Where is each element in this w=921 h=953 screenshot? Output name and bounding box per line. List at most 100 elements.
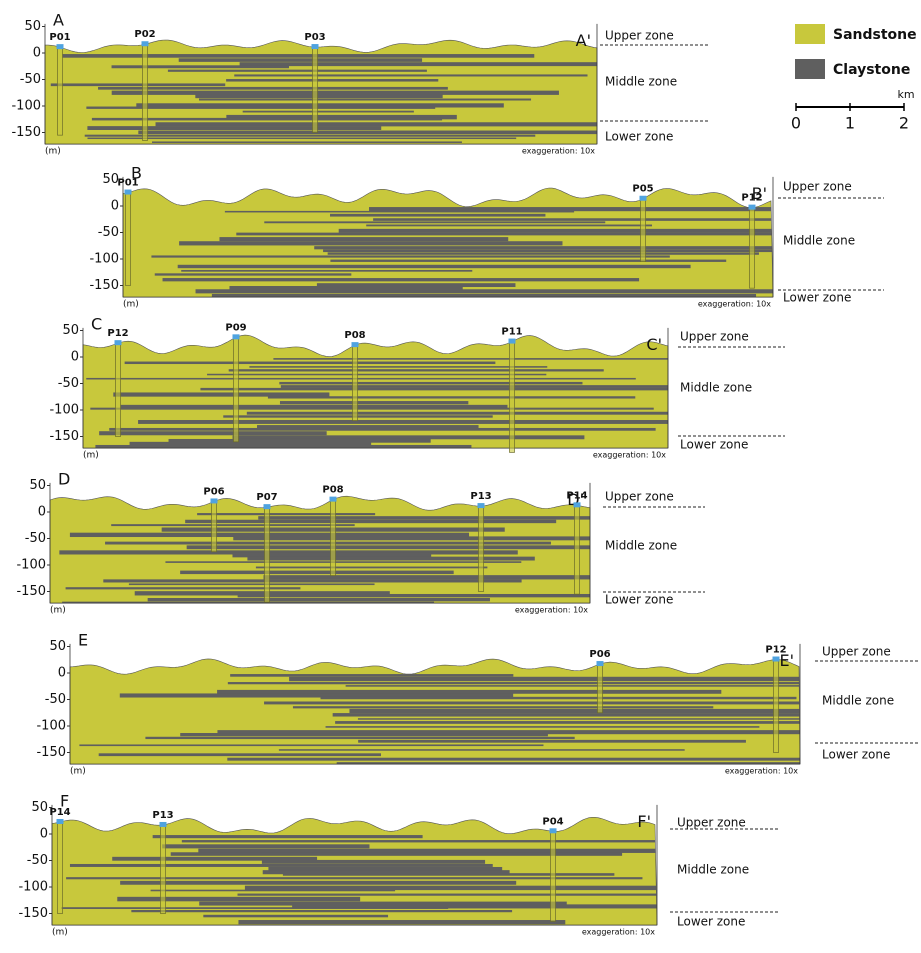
well — [313, 47, 318, 132]
claystone-layer — [117, 897, 360, 901]
claystone-layer — [238, 920, 565, 924]
claystone-layer — [87, 126, 381, 130]
well-head — [550, 828, 557, 833]
claystone-layer — [99, 753, 381, 756]
claystone-layer — [151, 890, 396, 892]
y-tick-label: -150 — [16, 584, 46, 599]
well — [234, 337, 239, 441]
claystone-layer — [195, 94, 442, 98]
well-head — [749, 205, 756, 210]
claystone-layer — [180, 571, 454, 574]
well-label: P08 — [322, 485, 343, 496]
well — [551, 831, 556, 921]
zone-label: Lower zone — [680, 438, 748, 452]
exaggeration: exaggeration: 10x — [698, 300, 771, 309]
well-label: P01 — [117, 178, 138, 189]
well-head — [352, 342, 359, 347]
well-label: P07 — [256, 492, 277, 503]
claystone-layer — [70, 864, 493, 867]
y-tick-label: -150 — [18, 906, 48, 921]
claystone-layer — [264, 221, 605, 223]
claystone-layer — [129, 583, 375, 585]
well-label: P08 — [344, 330, 365, 341]
claystone-layer — [262, 860, 485, 864]
zone-label: Middle zone — [605, 75, 677, 89]
claystone-layer — [185, 520, 556, 523]
well-label: P05 — [632, 184, 653, 195]
claystone-layer — [180, 733, 548, 736]
y-tick-label: 0 — [33, 46, 41, 61]
claystone-layer — [366, 225, 652, 227]
claystone-layer — [335, 721, 814, 724]
well — [212, 501, 217, 551]
claystone-layer — [99, 431, 327, 435]
legend-label: Sandstone — [833, 27, 917, 43]
zone-label: Middle zone — [680, 381, 752, 395]
scale-label: 2 — [899, 114, 909, 133]
claystone-layer — [339, 229, 860, 233]
claystone-layer — [138, 131, 647, 135]
y-tick-label: -100 — [36, 719, 66, 734]
well — [116, 343, 121, 436]
claystone-layer — [156, 122, 667, 126]
claystone-layer — [178, 265, 691, 268]
y-tick-label: 0 — [111, 199, 119, 214]
claystone-layer — [163, 278, 640, 281]
claystone-layer — [152, 141, 462, 143]
claystone-layer — [333, 713, 921, 716]
well-head — [478, 503, 485, 508]
claystone-layer — [212, 294, 756, 298]
unit: (m) — [52, 928, 68, 938]
y-tick-label: -50 — [27, 853, 48, 868]
claystone-layer — [240, 62, 711, 66]
zone-label: Middle zone — [605, 539, 677, 553]
claystone-layer — [90, 408, 653, 410]
claystone-layer — [162, 844, 369, 848]
well-head — [125, 190, 132, 195]
y-tick-label: -50 — [58, 376, 79, 391]
zone-label: Upper zone — [605, 29, 674, 43]
well — [126, 193, 131, 286]
claystone-layer — [323, 249, 851, 252]
zone-label: Lower zone — [605, 593, 673, 607]
unit: (m) — [123, 300, 139, 310]
claystone-layer — [227, 758, 825, 761]
claystone-layer — [103, 579, 521, 582]
claystone-layer — [62, 602, 434, 606]
claystone-layer — [197, 513, 375, 515]
well-label: P12 — [765, 645, 786, 656]
claystone-layer — [182, 840, 740, 842]
well-head — [115, 340, 122, 345]
well-head — [574, 502, 581, 507]
claystone-layer — [217, 690, 721, 694]
claystone-layer — [125, 362, 496, 365]
claystone-layer — [229, 369, 604, 371]
claystone-layer — [179, 241, 562, 245]
claystone-layer — [219, 237, 508, 241]
claystone-layer — [243, 111, 414, 113]
section-start: A — [53, 11, 64, 30]
well-head — [57, 44, 64, 49]
zone-label: Lower zone — [783, 291, 851, 305]
section-end: F' — [637, 812, 651, 831]
zone-label: Lower zone — [822, 748, 890, 762]
scale-unit: km — [897, 88, 914, 101]
well-label: P09 — [225, 322, 246, 333]
claystone-layer — [264, 701, 820, 704]
claystone-layer — [199, 99, 531, 101]
section-end: A' — [576, 31, 591, 50]
y-tick-label: -150 — [11, 125, 41, 140]
claystone-layer — [181, 270, 472, 272]
well — [750, 208, 755, 289]
claystone-layer — [249, 366, 547, 368]
exaggeration: exaggeration: 10x — [522, 147, 595, 156]
claystone-layer — [328, 252, 759, 254]
well-head — [57, 819, 64, 824]
zone-label: Middle zone — [783, 234, 855, 248]
claystone-layer — [279, 749, 685, 751]
claystone-layer — [228, 682, 859, 684]
claystone-layer — [112, 65, 289, 68]
y-tick-label: 50 — [24, 19, 41, 34]
well-head — [160, 822, 167, 827]
zone-label: Upper zone — [822, 645, 891, 659]
